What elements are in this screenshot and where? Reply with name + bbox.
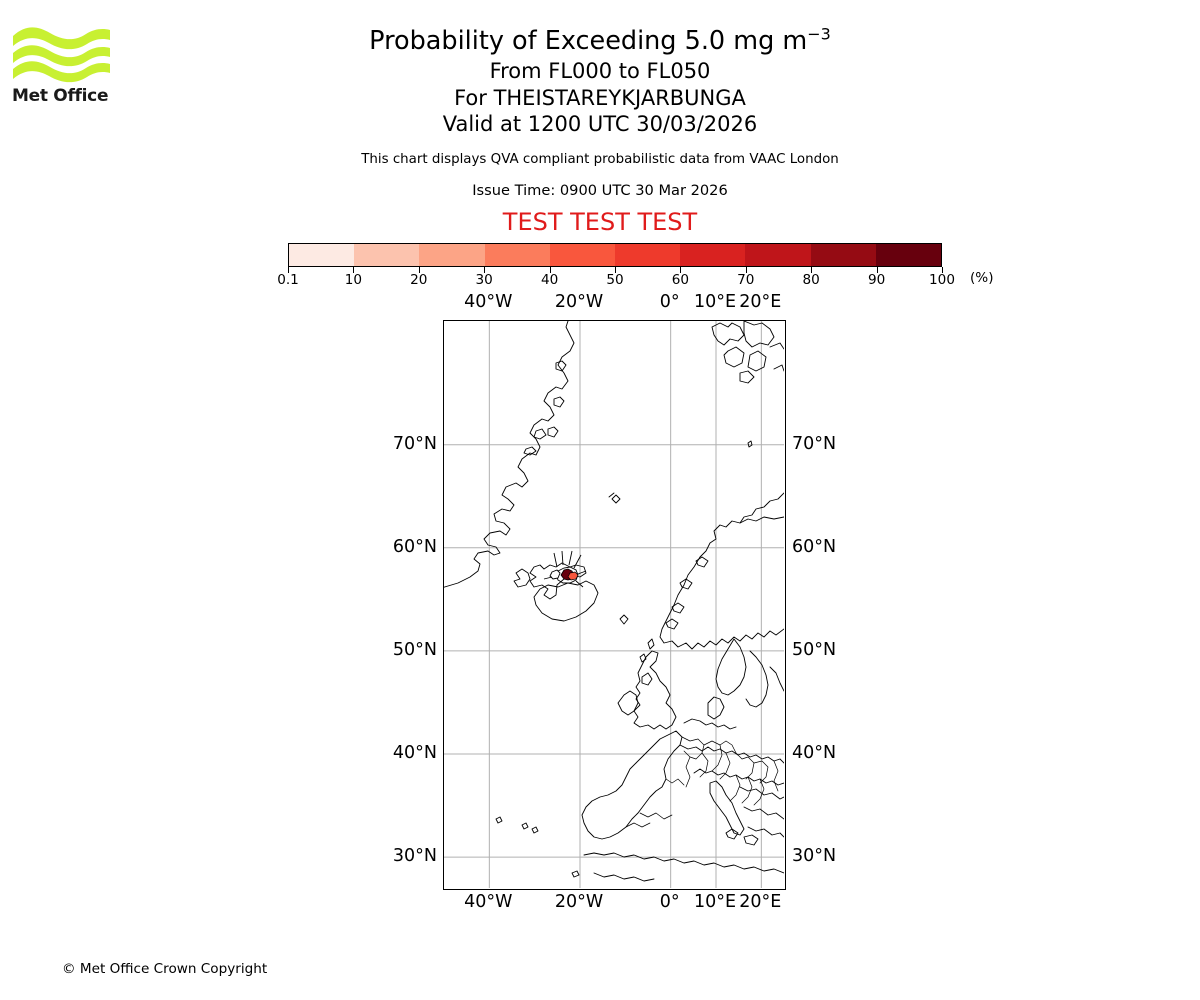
ash-probability-plume (543, 550, 587, 588)
lat-label-left-2: 50°N (392, 639, 437, 660)
colorbar-tick-label-1: 10 (344, 272, 363, 288)
colorbar-tick-5 (615, 267, 616, 273)
test-banner: TEST TEST TEST (502, 207, 698, 236)
map-axes-frame (443, 320, 786, 890)
colorbar-tick-3 (484, 267, 486, 273)
lon-label-top-0: 40°W (464, 292, 513, 312)
lon-label-top-2: 0° (659, 292, 680, 312)
colorbar-unit-label: (%) (970, 270, 994, 286)
colorbar-tick-label-2: 20 (410, 272, 428, 288)
longitude-labels-bottom: 40°W 20°W 0° 10°E 20°E (443, 891, 786, 915)
lon-label-bottom-2: 0° (659, 892, 680, 912)
lat-label-right-1: 40°N (792, 742, 837, 763)
colorbar-tick-10 (942, 267, 943, 273)
map-coastlines (444, 321, 784, 882)
colorbar-tick-label-10: 100 (929, 272, 955, 288)
colorbar-tick-1 (353, 267, 355, 273)
colorbar-band-7 (745, 244, 811, 266)
valid-time-line: Valid at 1200 UTC 30/03/2026 (442, 112, 758, 136)
lat-label-right-2: 50°N (792, 639, 837, 660)
colorbar-bands (288, 243, 942, 267)
lon-label-bottom-4: 20°E (739, 892, 782, 912)
lat-label-right-4: 70°N (792, 433, 837, 454)
volcano-name-line: For THEISTAREYKJARBUNGA (454, 85, 746, 110)
colorbar-band-0 (289, 244, 355, 266)
colorbar-tick-label-4: 40 (540, 272, 559, 288)
colorbar-band-2 (419, 244, 485, 266)
lat-label-left-4: 70°N (392, 433, 437, 454)
colorbar-tick-label-3: 30 (475, 272, 493, 288)
colorbar-tick-2 (418, 267, 420, 273)
title-text: Probability of Exceeding 5.0 mg m (369, 26, 808, 56)
colorbar-tick-label-8: 80 (802, 272, 820, 288)
latitude-labels-right: 30°N 40°N 50°N 60°N 70°N (792, 320, 872, 890)
colorbar-tick-label-9: 90 (867, 272, 886, 288)
colorbar-band-6 (680, 244, 746, 266)
colorbar-ticks (288, 267, 943, 287)
lon-label-top-3: 10°E (693, 292, 737, 312)
colorbar-band-1 (354, 244, 420, 266)
lat-label-right-0: 30°N (792, 846, 837, 867)
title-exponent: −3 (807, 24, 831, 44)
met-office-wordmark: Met Office (12, 86, 109, 106)
colorbar-band-9 (875, 244, 942, 266)
colorbar-tick-6 (680, 267, 682, 273)
colorbar-tick-label-0: 0.1 (277, 272, 299, 288)
colorbar-tick-7 (745, 267, 747, 273)
lon-label-bottom-0: 40°W (464, 892, 513, 912)
colorbar-tick-0 (288, 267, 289, 273)
flight-level-line: From FL000 to FL050 (489, 59, 711, 83)
longitude-labels-top: 40°W 20°W 0° 10°E 20°E (443, 291, 786, 315)
lat-label-left-1: 40°N (392, 742, 437, 763)
colorbar-tick-8 (811, 267, 813, 273)
lon-label-bottom-1: 20°W (554, 892, 604, 912)
page-title: Probability of Exceeding 5.0 mg m−3 (0, 24, 1200, 58)
map-canvas (444, 321, 784, 888)
chart-title-block: Probability of Exceeding 5.0 mg m−3 From… (0, 24, 1200, 236)
colorbar-tick-9 (876, 267, 878, 273)
lon-label-bottom-3: 10°E (693, 892, 737, 912)
copyright-notice: © Met Office Crown Copyright (62, 961, 268, 977)
colorbar-band-5 (615, 244, 681, 266)
met-office-logo: Met Office (12, 22, 112, 112)
lon-label-top-1: 20°W (554, 292, 604, 312)
colorbar-band-8 (810, 244, 876, 266)
latitude-labels-left: 30°N 40°N 50°N 60°N 70°N (380, 320, 437, 890)
probability-colorbar: 0.1 10 20 30 40 50 60 70 80 90 100 (277, 243, 955, 288)
lat-label-right-3: 60°N (792, 536, 837, 557)
map-panel (443, 320, 786, 890)
colorbar-tick-label-7: 70 (737, 272, 755, 288)
qva-note-line: This chart displays QVA compliant probab… (361, 151, 839, 167)
colorbar-tick-4 (549, 267, 551, 273)
met-office-wave-mark (13, 27, 110, 83)
colorbar-band-4 (549, 244, 616, 266)
lat-label-left-3: 60°N (392, 536, 437, 557)
lat-label-left-0: 30°N (392, 846, 437, 867)
map-gridlines (444, 321, 784, 888)
colorbar-tick-label-5: 50 (606, 272, 624, 288)
colorbar-tick-label-6: 60 (671, 272, 690, 288)
issue-time-line: Issue Time: 0900 UTC 30 Mar 2026 (472, 181, 728, 199)
lon-label-top-4: 20°E (739, 292, 782, 312)
colorbar-band-3 (484, 244, 550, 266)
colorbar-tick-labels: 0.1 10 20 30 40 50 60 70 80 90 100 (277, 272, 955, 290)
